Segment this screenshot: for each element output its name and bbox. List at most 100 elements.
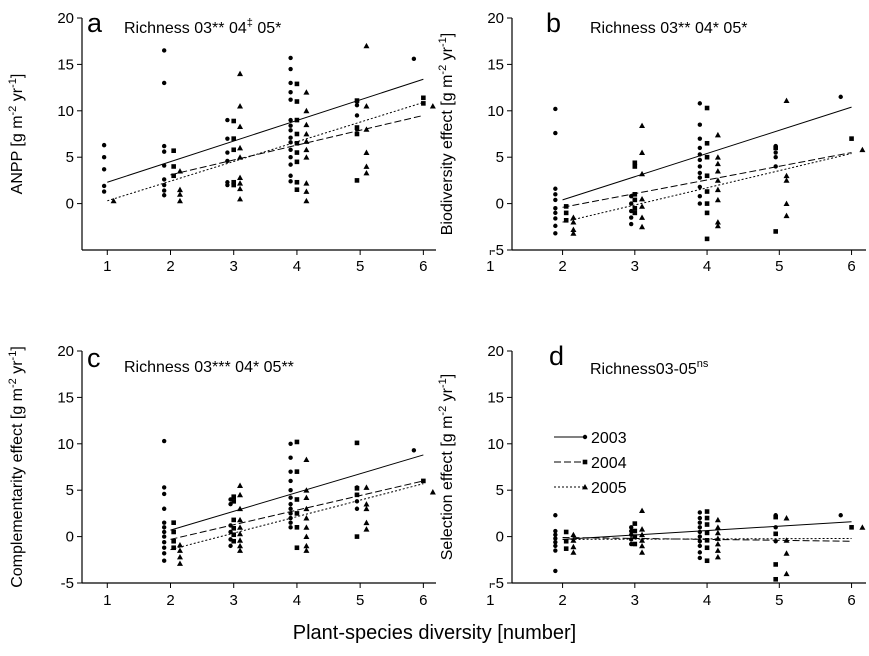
data-point-2004 bbox=[632, 192, 638, 197]
data-point-2004 bbox=[294, 545, 300, 551]
annotation-text: 05* bbox=[253, 20, 281, 37]
data-point-2004 bbox=[704, 140, 710, 146]
data-point-2005 bbox=[639, 542, 646, 549]
regression-line-2003 bbox=[107, 78, 424, 183]
data-point-2005 bbox=[237, 123, 244, 129]
data-point-2003 bbox=[161, 193, 167, 198]
data-point-2003 bbox=[161, 177, 167, 182]
data-point-2003 bbox=[697, 145, 703, 151]
data-point-2005 bbox=[714, 222, 721, 229]
data-point-2004 bbox=[773, 576, 778, 582]
data-point-2003 bbox=[288, 80, 293, 86]
data-point-2003 bbox=[225, 136, 230, 141]
panel-letter: a bbox=[87, 8, 103, 38]
data-point-2005 bbox=[176, 560, 183, 566]
data-point-2004 bbox=[704, 538, 710, 543]
data-point-2004 bbox=[632, 164, 638, 169]
data-point-2005 bbox=[176, 554, 183, 560]
data-point-2003 bbox=[161, 48, 167, 53]
data-point-2005 bbox=[303, 456, 310, 462]
y-tick-label: 0 bbox=[66, 196, 74, 213]
data-point-2005 bbox=[570, 537, 577, 543]
data-point-2005 bbox=[237, 195, 244, 202]
significance-annotation: Richness 03** 04‡ 05* bbox=[124, 17, 281, 37]
data-point-2003 bbox=[288, 66, 293, 72]
data-point-2005 bbox=[237, 491, 244, 498]
regression-line-2004 bbox=[562, 152, 852, 208]
data-point-2003 bbox=[629, 215, 634, 220]
x-tick-label: 5 bbox=[356, 592, 364, 609]
y-axis-label-sup: -1 bbox=[437, 37, 449, 47]
y-tick-label: 5 bbox=[66, 149, 74, 166]
data-point-2004 bbox=[563, 538, 569, 544]
data-point-2003 bbox=[228, 543, 233, 549]
data-point-2005 bbox=[303, 154, 310, 160]
data-point-2005 bbox=[429, 489, 436, 495]
data-point-2003 bbox=[161, 551, 167, 556]
data-point-2004 bbox=[704, 558, 710, 564]
data-point-2003 bbox=[288, 140, 293, 145]
data-point-2003 bbox=[288, 506, 293, 511]
series-2004 bbox=[562, 105, 854, 242]
data-point-2004 bbox=[294, 497, 300, 502]
data-point-2004 bbox=[294, 140, 300, 146]
legend-marker-2005 bbox=[582, 484, 588, 490]
data-point-2005 bbox=[303, 494, 310, 501]
y-axis-label-text: Biodiversity effect [g m bbox=[439, 75, 456, 236]
data-point-2003 bbox=[697, 515, 703, 521]
data-point-2004 bbox=[773, 145, 778, 151]
data-point-2003 bbox=[161, 529, 167, 535]
data-point-2004 bbox=[704, 236, 710, 242]
data-point-2005 bbox=[237, 482, 244, 488]
data-point-2003 bbox=[411, 56, 417, 62]
data-point-2003 bbox=[161, 539, 167, 545]
data-point-2005 bbox=[783, 515, 790, 521]
y-tick-label: 5 bbox=[496, 482, 504, 499]
y-tick-label: 20 bbox=[487, 343, 504, 360]
data-point-2005 bbox=[714, 196, 721, 203]
data-point-2004 bbox=[294, 159, 300, 165]
data-point-2003 bbox=[288, 525, 293, 530]
x-tick-label: 1 bbox=[486, 258, 494, 275]
data-point-2005 bbox=[303, 107, 310, 114]
y-axis-label-text: ] bbox=[439, 33, 456, 37]
data-point-2005 bbox=[363, 526, 370, 532]
data-point-2005 bbox=[303, 524, 310, 530]
data-point-2003 bbox=[288, 488, 293, 493]
data-point-2004 bbox=[294, 117, 300, 123]
data-point-2005 bbox=[110, 197, 117, 204]
panel-a: 0 5 10 15 20 1 2 3 4 5 6 ANPP [g m-2 yr-1] a Richness… bbox=[7, 8, 436, 275]
data-point-2003 bbox=[288, 123, 293, 128]
data-point-2005 bbox=[303, 197, 310, 204]
data-point-2004 bbox=[421, 478, 426, 484]
data-point-2005 bbox=[303, 487, 310, 493]
data-point-2005 bbox=[303, 542, 310, 549]
data-point-2003 bbox=[411, 448, 417, 453]
regression-line-2005 bbox=[170, 483, 424, 551]
series-2003 bbox=[553, 510, 852, 574]
data-point-2005 bbox=[639, 170, 646, 177]
data-point-2003 bbox=[161, 163, 167, 168]
data-point-2005 bbox=[714, 154, 721, 160]
data-point-2004 bbox=[773, 514, 778, 520]
y-axis-label-text: ANPP [g m bbox=[9, 115, 26, 194]
data-point-2004 bbox=[632, 205, 638, 211]
data-point-2005 bbox=[237, 144, 244, 151]
legend-marker-2004 bbox=[582, 459, 588, 465]
data-point-2003 bbox=[161, 143, 167, 149]
data-point-2005 bbox=[363, 42, 370, 49]
y-tick-label: 0 bbox=[66, 529, 74, 546]
data-point-2005 bbox=[783, 97, 790, 103]
regression-line-2003 bbox=[170, 454, 424, 531]
significance-annotation: Richness 03*** 04* 05** bbox=[124, 359, 294, 376]
data-point-2005 bbox=[570, 214, 577, 220]
data-point-2005 bbox=[714, 516, 721, 523]
data-point-2004 bbox=[354, 440, 360, 446]
y-axis-label-sup: -1 bbox=[7, 78, 19, 88]
x-tick-label: 4 bbox=[703, 592, 711, 609]
annotation-text: Richness 03** 04 bbox=[124, 20, 247, 37]
data-point-2004 bbox=[704, 201, 710, 206]
x-tick-label: 2 bbox=[166, 258, 174, 275]
data-point-2003 bbox=[288, 520, 293, 525]
regression-line-2003 bbox=[562, 521, 852, 540]
